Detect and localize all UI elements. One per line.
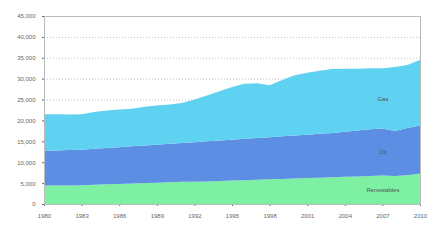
svg-text:2007: 2007 [376,213,390,219]
svg-text:1986: 1986 [113,213,127,219]
svg-text:Oil: Oil [379,149,386,155]
svg-text:1983: 1983 [75,213,89,219]
svg-text:Gas: Gas [377,96,388,102]
svg-text:0: 0 [32,201,36,207]
svg-text:Renewables: Renewables [366,187,399,193]
svg-text:2010: 2010 [414,213,428,219]
svg-text:10,000: 10,000 [17,160,36,166]
svg-text:1989: 1989 [151,213,165,219]
svg-text:45,000: 45,000 [17,13,36,19]
svg-text:1998: 1998 [263,213,277,219]
svg-text:1980: 1980 [38,213,52,219]
svg-text:1995: 1995 [226,213,240,219]
svg-text:2001: 2001 [301,213,315,219]
svg-text:40,000: 40,000 [17,34,36,40]
svg-text:30,000: 30,000 [17,76,36,82]
svg-text:25,000: 25,000 [17,97,36,103]
svg-text:1992: 1992 [188,213,202,219]
svg-text:35,000: 35,000 [17,55,36,61]
svg-text:20,000: 20,000 [17,118,36,124]
svg-text:2004: 2004 [339,213,353,219]
svg-text:15,000: 15,000 [17,139,36,145]
svg-text:5,000: 5,000 [20,181,36,187]
